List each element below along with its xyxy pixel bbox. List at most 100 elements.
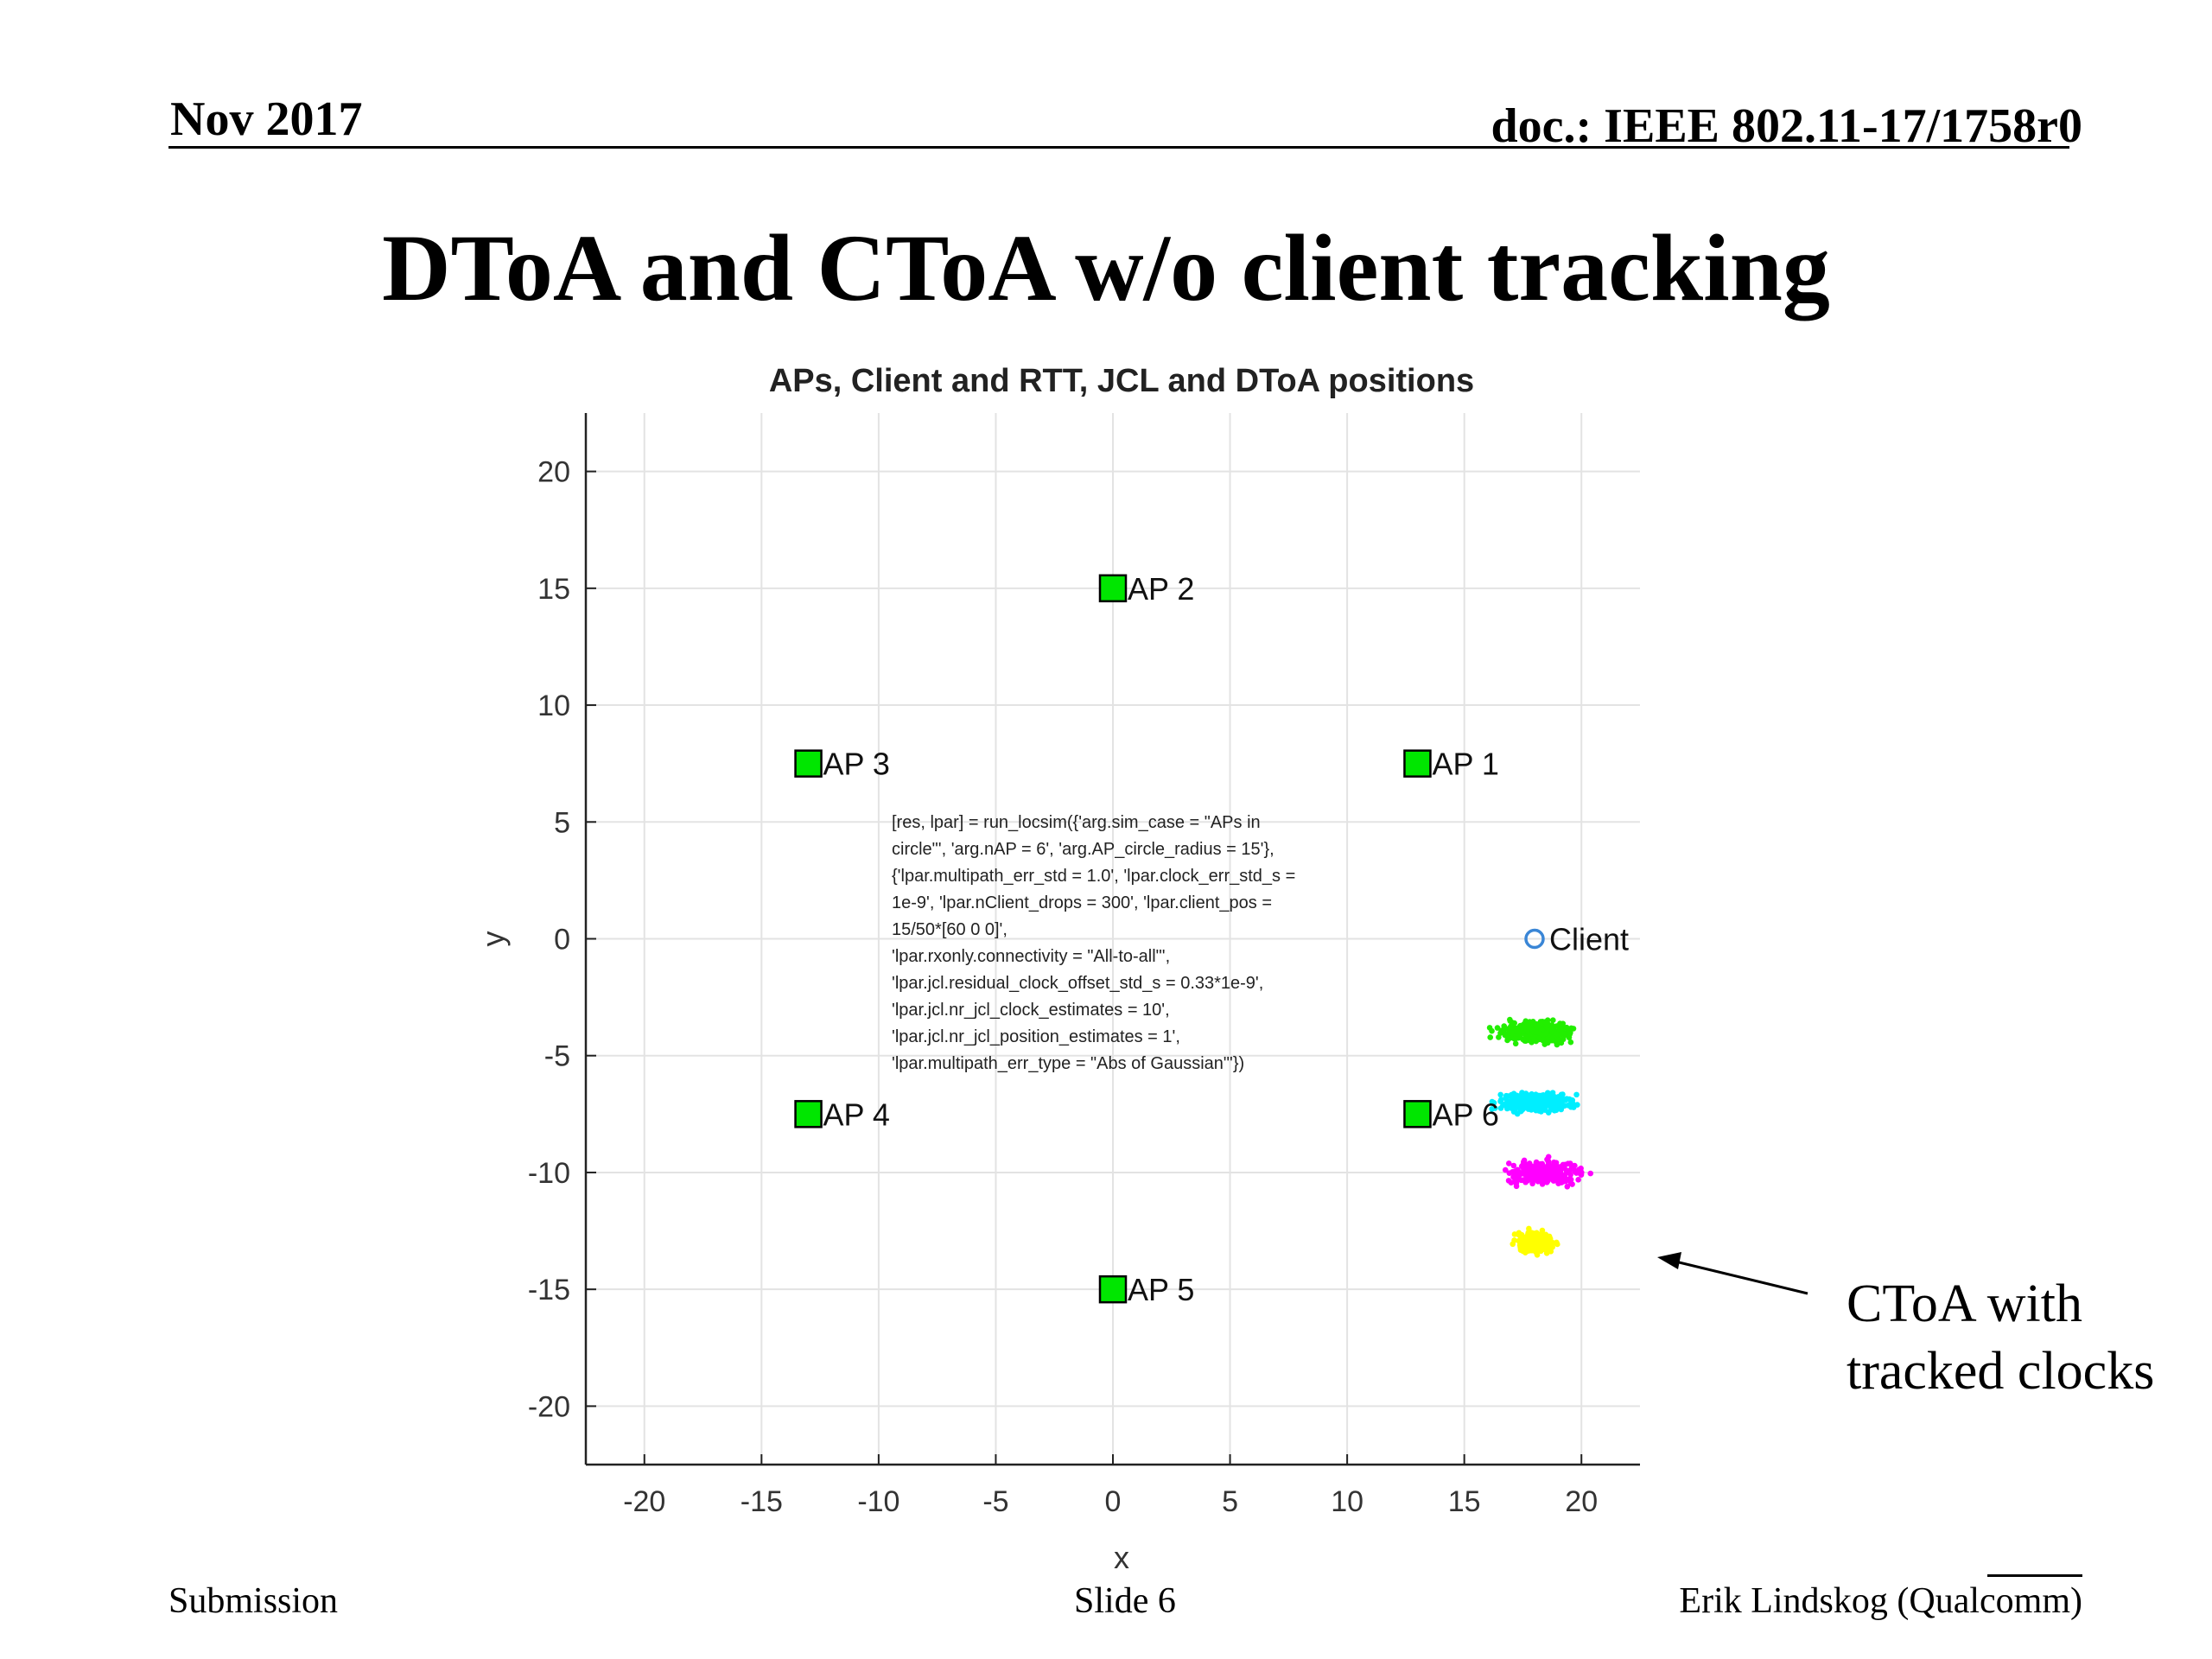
- ap-marker: [1098, 574, 1128, 603]
- cluster-point: [1507, 1016, 1513, 1023]
- y-tick-label: 5: [554, 806, 570, 839]
- cluster-point: [1511, 1020, 1517, 1027]
- cluster-point: [1587, 1170, 1594, 1177]
- x-tick-label: -5: [982, 1485, 1008, 1518]
- ap-label: AP 6: [1432, 1096, 1498, 1132]
- ap-marker: [1403, 749, 1432, 778]
- cluster-point: [1545, 1158, 1552, 1165]
- cluster-point: [1541, 1102, 1548, 1108]
- footer-submission: Submission: [168, 1581, 339, 1621]
- cluster-point: [1558, 1179, 1565, 1185]
- cluster-point: [1516, 1028, 1522, 1034]
- cluster-point: [1549, 1028, 1555, 1035]
- cluster-point: [1535, 1248, 1541, 1254]
- cluster-point: [1537, 1095, 1543, 1102]
- cluster-point: [1560, 1161, 1567, 1168]
- footer-author: Erik Lindskog (Qualcomm): [1679, 1581, 2082, 1621]
- ap-marker: [1403, 1100, 1432, 1128]
- code-text-line: 'lpar.rxonly.connectivity = "All-to-all"…: [892, 947, 1170, 966]
- cluster-point: [1529, 1242, 1535, 1249]
- cluster-point: [1525, 1237, 1532, 1244]
- cluster-point: [1573, 1169, 1579, 1175]
- cluster-point: [1502, 1166, 1509, 1173]
- cluster-point: [1541, 1238, 1548, 1245]
- x-tick-label: -20: [623, 1485, 665, 1518]
- cluster-point: [1494, 1025, 1501, 1031]
- code-text-line: 'lpar.jcl.nr_jcl_clock_estimates = 10',: [892, 1001, 1170, 1020]
- cluster-point: [1501, 1023, 1508, 1029]
- ap-marker: [794, 749, 823, 778]
- ap-marker: [794, 1100, 823, 1128]
- cluster-point: [1489, 1098, 1496, 1105]
- x-tick-label: 15: [1448, 1485, 1481, 1518]
- cluster-point: [1520, 1236, 1527, 1242]
- cluster-point: [1554, 1023, 1560, 1029]
- cluster-point: [1505, 1160, 1512, 1166]
- code-text-line: 'lpar.jcl.nr_jcl_position_estimates = 1'…: [892, 1027, 1180, 1046]
- header-date: Nov 2017: [170, 92, 363, 146]
- cluster-point: [1530, 1102, 1536, 1109]
- y-tick-label: -20: [528, 1390, 570, 1423]
- cluster-point: [1508, 1179, 1515, 1185]
- cluster-point: [1518, 1163, 1525, 1170]
- cluster-point: [1512, 1103, 1519, 1109]
- cluster-point: [1528, 1172, 1535, 1178]
- y-tick-label: -5: [544, 1040, 570, 1073]
- cluster-point: [1501, 1029, 1507, 1036]
- annotation-line-1: CToA with: [1847, 1274, 2082, 1333]
- cluster-point: [1550, 1178, 1557, 1184]
- cluster-point: [1567, 1179, 1574, 1186]
- cluster-point: [1529, 1027, 1536, 1033]
- x-tick-label: 20: [1565, 1485, 1598, 1518]
- cluster-point: [1541, 1019, 1548, 1025]
- cluster-point: [1521, 1159, 1527, 1165]
- x-axis-label: x: [1114, 1540, 1129, 1575]
- cluster-point: [1489, 1027, 1495, 1034]
- cluster-point: [1540, 1244, 1547, 1251]
- cluster-point: [1510, 1241, 1516, 1248]
- code-text-line: 'lpar.multipath_err_type = "Abs of Gauss…: [892, 1054, 1244, 1073]
- cluster-point: [1487, 1034, 1494, 1040]
- cluster-point: [1508, 1105, 1515, 1111]
- cluster-point: [1512, 1035, 1519, 1042]
- cluster-point: [1553, 1039, 1560, 1046]
- cluster-point: [1539, 1032, 1546, 1039]
- cluster-point: [1535, 1239, 1541, 1246]
- client-marker: [1524, 928, 1545, 950]
- ap-marker: [1098, 1274, 1128, 1304]
- cluster-point: [1517, 1022, 1524, 1029]
- cluster-point: [1560, 1091, 1566, 1097]
- cluster-point: [1513, 1176, 1519, 1182]
- code-text-line: {'lpar.multipath_err_std = 1.0', 'lpar.c…: [892, 867, 1295, 886]
- annotation-text: CToA with tracked clocks: [1847, 1270, 2154, 1405]
- cluster-point: [1548, 1035, 1555, 1042]
- code-text-line: 15/50*[60 0 0]',: [892, 920, 1007, 939]
- cluster-point: [1534, 1252, 1541, 1258]
- footer-rule: [1987, 1574, 2082, 1577]
- cluster-point: [1536, 1170, 1542, 1177]
- cluster-point: [1567, 1039, 1574, 1046]
- code-text-line: 1e-9', 'lpar.nClient_drops = 300', 'lpar…: [892, 893, 1272, 912]
- cluster-point: [1536, 1174, 1542, 1181]
- cluster-point: [1525, 1230, 1532, 1236]
- cluster-point: [1543, 1233, 1549, 1240]
- cluster-point: [1546, 1094, 1553, 1101]
- ap-label: AP 2: [1128, 571, 1194, 607]
- y-tick-label: 0: [554, 924, 570, 957]
- cluster-point: [1533, 1095, 1539, 1102]
- slide-title: DToA and CToA w/o client tracking: [382, 215, 1830, 321]
- code-text-line: 'lpar.jcl.residual_clock_offset_std_s = …: [892, 974, 1263, 993]
- cluster-point: [1497, 1091, 1503, 1098]
- ap-label: AP 3: [823, 747, 890, 782]
- cluster-point: [1539, 1161, 1546, 1168]
- cluster-point: [1564, 1169, 1570, 1175]
- cluster-point: [1523, 1103, 1530, 1109]
- cluster-point: [1519, 1245, 1526, 1251]
- cluster-point: [1489, 1106, 1495, 1112]
- cluster-point: [1532, 1163, 1539, 1169]
- x-tick-label: -15: [741, 1485, 783, 1518]
- cluster-point: [1564, 1183, 1571, 1190]
- cluster-point: [1543, 1250, 1550, 1256]
- cluster-point: [1516, 1237, 1522, 1244]
